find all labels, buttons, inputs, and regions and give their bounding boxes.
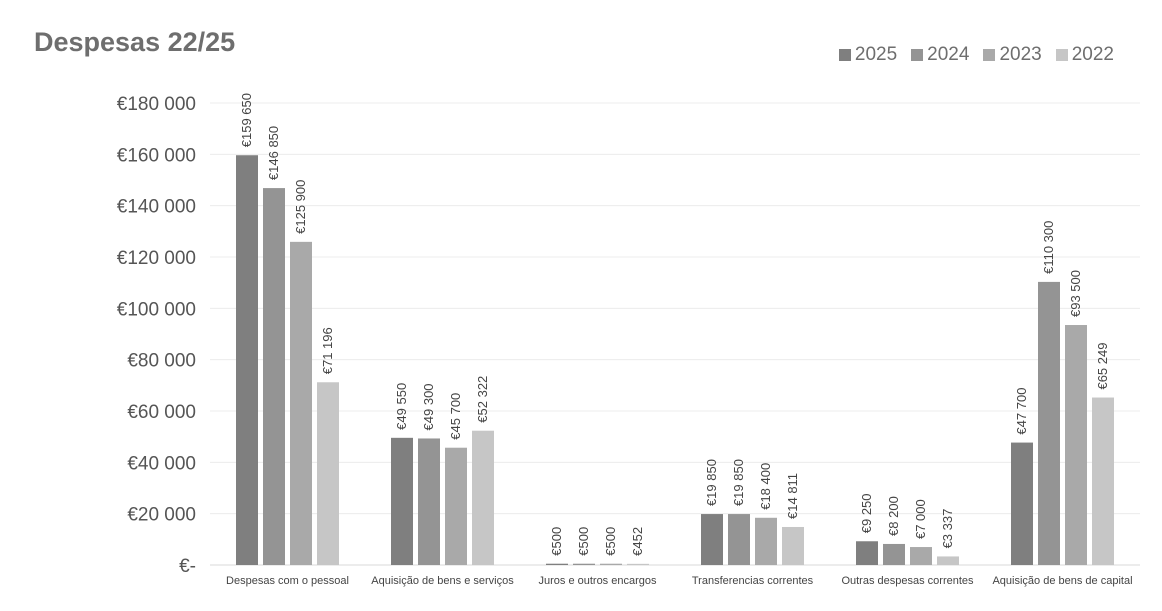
- y-tick-label: €20 000: [127, 505, 196, 526]
- legend-label: 2025: [854, 44, 898, 65]
- data-label: €110 300: [1041, 221, 1056, 274]
- bar: [1065, 325, 1087, 565]
- data-label: €71 196: [320, 327, 335, 374]
- y-tick-label: €100 000: [117, 299, 196, 320]
- data-label: €159 650: [239, 93, 254, 147]
- bar: [910, 547, 932, 565]
- y-tick-label: €160 000: [117, 145, 196, 166]
- legend-swatch: [911, 49, 924, 61]
- x-tick-label: Despesas com o pessoal: [226, 575, 349, 587]
- y-tick-label: €180 000: [117, 94, 196, 115]
- chart-title: Despesas 22/25: [34, 27, 236, 57]
- bar: [755, 517, 777, 565]
- legend-item: 2025: [838, 44, 898, 66]
- x-tick-label: Aquisição de bens e serviços: [371, 575, 514, 587]
- bar: [1092, 397, 1114, 565]
- bar: [600, 563, 622, 565]
- bar: [445, 447, 467, 565]
- x-tick-label: Transferencias correntes: [692, 575, 814, 587]
- data-label: €146 850: [266, 126, 281, 180]
- bar: [1038, 281, 1060, 565]
- y-tick-label: €-: [179, 556, 196, 577]
- bar: [782, 526, 804, 565]
- bar: [573, 563, 595, 565]
- y-tick-label: €120 000: [117, 248, 196, 269]
- data-label: €500: [549, 527, 564, 556]
- y-tick-label: €40 000: [127, 453, 196, 474]
- data-label: €18 400: [758, 463, 773, 510]
- data-label: €14 811: [785, 473, 800, 519]
- legend-label: 2023: [999, 44, 1042, 65]
- data-label: €19 850: [731, 459, 746, 506]
- data-label: €452: [630, 527, 645, 556]
- y-tick-label: €60 000: [127, 402, 196, 423]
- data-label: €93 500: [1068, 270, 1083, 317]
- bar: [391, 437, 413, 565]
- y-tick-label: €80 000: [127, 351, 196, 372]
- legend-label: 2024: [927, 44, 970, 65]
- data-label: €7 000: [913, 499, 928, 539]
- legend: 2025 2024 2023 2022: [838, 44, 1114, 66]
- data-label: €500: [603, 527, 618, 556]
- data-label: €49 300: [421, 383, 436, 430]
- data-label: €45 700: [448, 393, 463, 440]
- legend-item: 2024: [911, 44, 969, 66]
- bar: [317, 382, 339, 565]
- bar: [627, 563, 649, 565]
- bar: [263, 188, 285, 565]
- bar: [856, 541, 878, 565]
- bar: [1011, 442, 1033, 565]
- data-label: €9 250: [859, 493, 874, 533]
- legend-label: 2022: [1071, 44, 1114, 65]
- x-tick-label: Juros e outros encargos: [538, 575, 657, 587]
- bar: [701, 514, 723, 565]
- data-label: €125 900: [293, 180, 308, 234]
- bar: [883, 543, 905, 565]
- data-label: €52 322: [475, 376, 490, 423]
- x-tick-label: Aquisição de bens de capital: [992, 575, 1132, 587]
- data-label: €8 200: [886, 496, 901, 536]
- bar: [418, 438, 440, 565]
- bar: [290, 241, 312, 565]
- bar: [937, 556, 959, 565]
- x-tick-label: Outras despesas correntes: [841, 575, 974, 587]
- y-tick-label: €140 000: [117, 197, 196, 218]
- data-label: €49 550: [394, 383, 409, 430]
- data-label: €500: [576, 527, 591, 556]
- bar: [236, 155, 258, 565]
- bar: [546, 563, 568, 565]
- bar: [728, 514, 750, 565]
- legend-item: 2022: [1055, 44, 1114, 66]
- bar: [472, 430, 494, 565]
- legend-swatch: [838, 49, 851, 61]
- data-label: €3 337: [940, 509, 955, 549]
- legend-item: 2023: [983, 44, 1042, 66]
- legend-swatch: [1055, 49, 1068, 61]
- data-label: €19 850: [704, 459, 719, 506]
- legend-swatch: [983, 49, 996, 61]
- data-label: €65 249: [1095, 343, 1110, 390]
- data-label: €47 700: [1014, 388, 1029, 435]
